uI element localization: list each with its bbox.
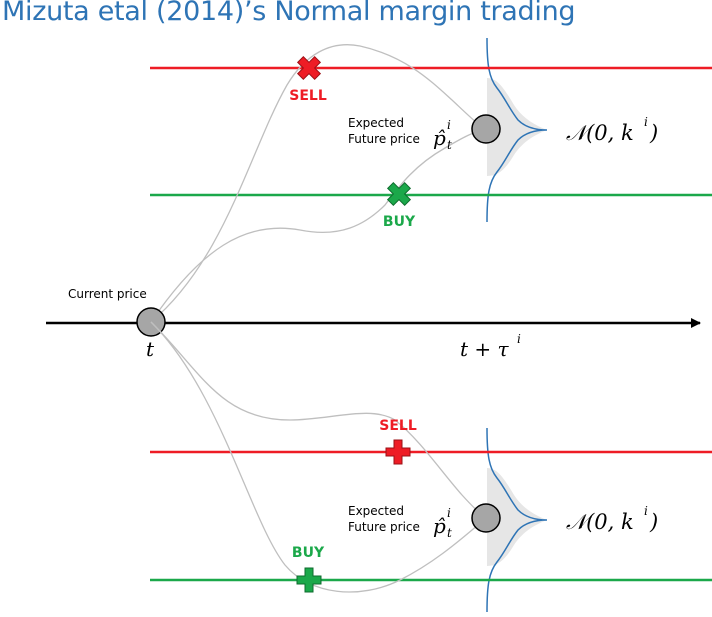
upper-distribution-label: 𝒩(0, k i ): [566, 115, 658, 145]
upper-expected-price-node: [471, 114, 501, 144]
upper-buy-label: BUY: [383, 214, 416, 230]
lower-estimate-symbol: p̂ i t: [433, 506, 452, 540]
svg-text:𝒩(0, k: 𝒩(0, k: [566, 121, 634, 145]
svg-text:t + τ: t + τ: [460, 337, 510, 361]
svg-text:): ): [649, 121, 658, 145]
upper-distribution-curve: [486, 37, 548, 223]
lower-sell-label: SELL: [379, 418, 417, 434]
upper-expected-label-line1: Expected: [348, 116, 404, 130]
svg-text:i: i: [517, 332, 521, 346]
lower-buy-label: BUY: [292, 545, 325, 561]
lower-expected-price-node: [471, 503, 501, 533]
svg-text:p̂: p̂: [433, 514, 446, 538]
svg-text:i: i: [644, 115, 648, 129]
upper-sell-label: SELL: [289, 88, 327, 104]
lower-expected-label-line2: Future price: [348, 520, 420, 534]
time-future-label: t + τ i: [460, 332, 521, 361]
lower-sell-marker: [385, 439, 411, 465]
time-now-label: t: [146, 337, 155, 361]
current-price-label: Current price: [68, 287, 147, 301]
lower-distribution-fill: [487, 468, 547, 566]
lower-buy-marker: [296, 567, 322, 593]
svg-text:i: i: [447, 506, 451, 520]
upper-buy-marker: [386, 181, 412, 207]
svg-text:p̂: p̂: [433, 126, 446, 150]
page-title: Mizuta etal (2014)’s Normal margin tradi…: [2, 0, 576, 27]
upper-expected-label-line2: Future price: [348, 132, 420, 146]
upper-path-outer: [150, 44, 487, 323]
lower-distribution-label: 𝒩(0, k i ): [566, 504, 658, 534]
svg-text:t: t: [447, 526, 452, 540]
lower-distribution-curve: [486, 427, 548, 613]
lower-expected-label-line1: Expected: [348, 504, 404, 518]
upper-sell-marker: [296, 55, 322, 81]
upper-distribution-fill: [487, 78, 547, 176]
svg-text:𝒩(0, k: 𝒩(0, k: [566, 510, 634, 534]
svg-text:i: i: [644, 504, 648, 518]
svg-text:): ): [649, 510, 658, 534]
svg-text:i: i: [447, 118, 451, 132]
upper-path-inner: [150, 128, 487, 323]
lower-path-inner: [150, 321, 487, 519]
svg-text:t: t: [447, 138, 452, 152]
upper-estimate-symbol: p̂ i t: [433, 118, 452, 152]
